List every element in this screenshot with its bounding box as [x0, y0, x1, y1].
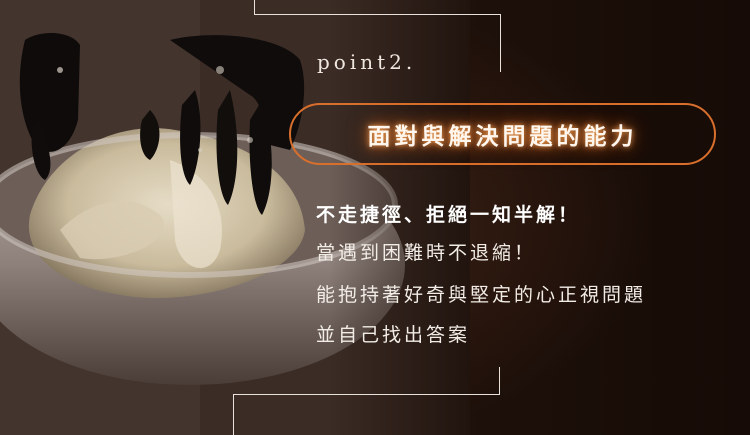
- body-line-3: 並自己找出答案: [316, 324, 471, 346]
- frame-line-bottom-horizontal: [233, 394, 500, 395]
- frame-line-top-horizontal: [254, 14, 501, 15]
- subhead: 不走捷徑、拒絕一知半解！: [316, 204, 581, 226]
- body-line-1: 當遇到困難時不退縮！: [316, 242, 537, 264]
- frame-line-top-vertical: [254, 0, 255, 14]
- frame-line-top-right-vertical: [500, 14, 501, 72]
- dough-kneading-photo: [0, 0, 470, 435]
- title-text: 面對與解決問題的能力: [367, 124, 638, 150]
- body-line-2: 能抱持著好奇與堅定的心正視問題: [316, 284, 647, 306]
- point-label: point2.: [317, 50, 417, 74]
- title-pill: 面對與解決問題的能力: [289, 103, 716, 165]
- frame-line-bottom-left-vertical: [233, 394, 234, 435]
- frame-line-bottom-right-vertical: [499, 367, 500, 395]
